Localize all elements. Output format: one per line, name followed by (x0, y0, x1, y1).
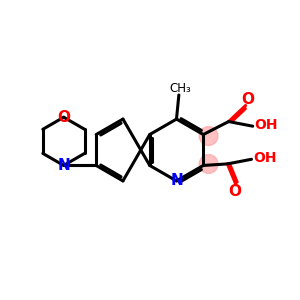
Text: O: O (228, 184, 241, 199)
Circle shape (199, 127, 218, 146)
Text: O: O (57, 110, 70, 125)
Text: O: O (242, 92, 254, 106)
Text: OH: OH (254, 118, 278, 132)
Text: N: N (170, 173, 183, 188)
Text: OH: OH (253, 151, 277, 165)
Text: N: N (57, 158, 70, 173)
Text: CH₃: CH₃ (169, 82, 191, 95)
Circle shape (199, 154, 218, 173)
